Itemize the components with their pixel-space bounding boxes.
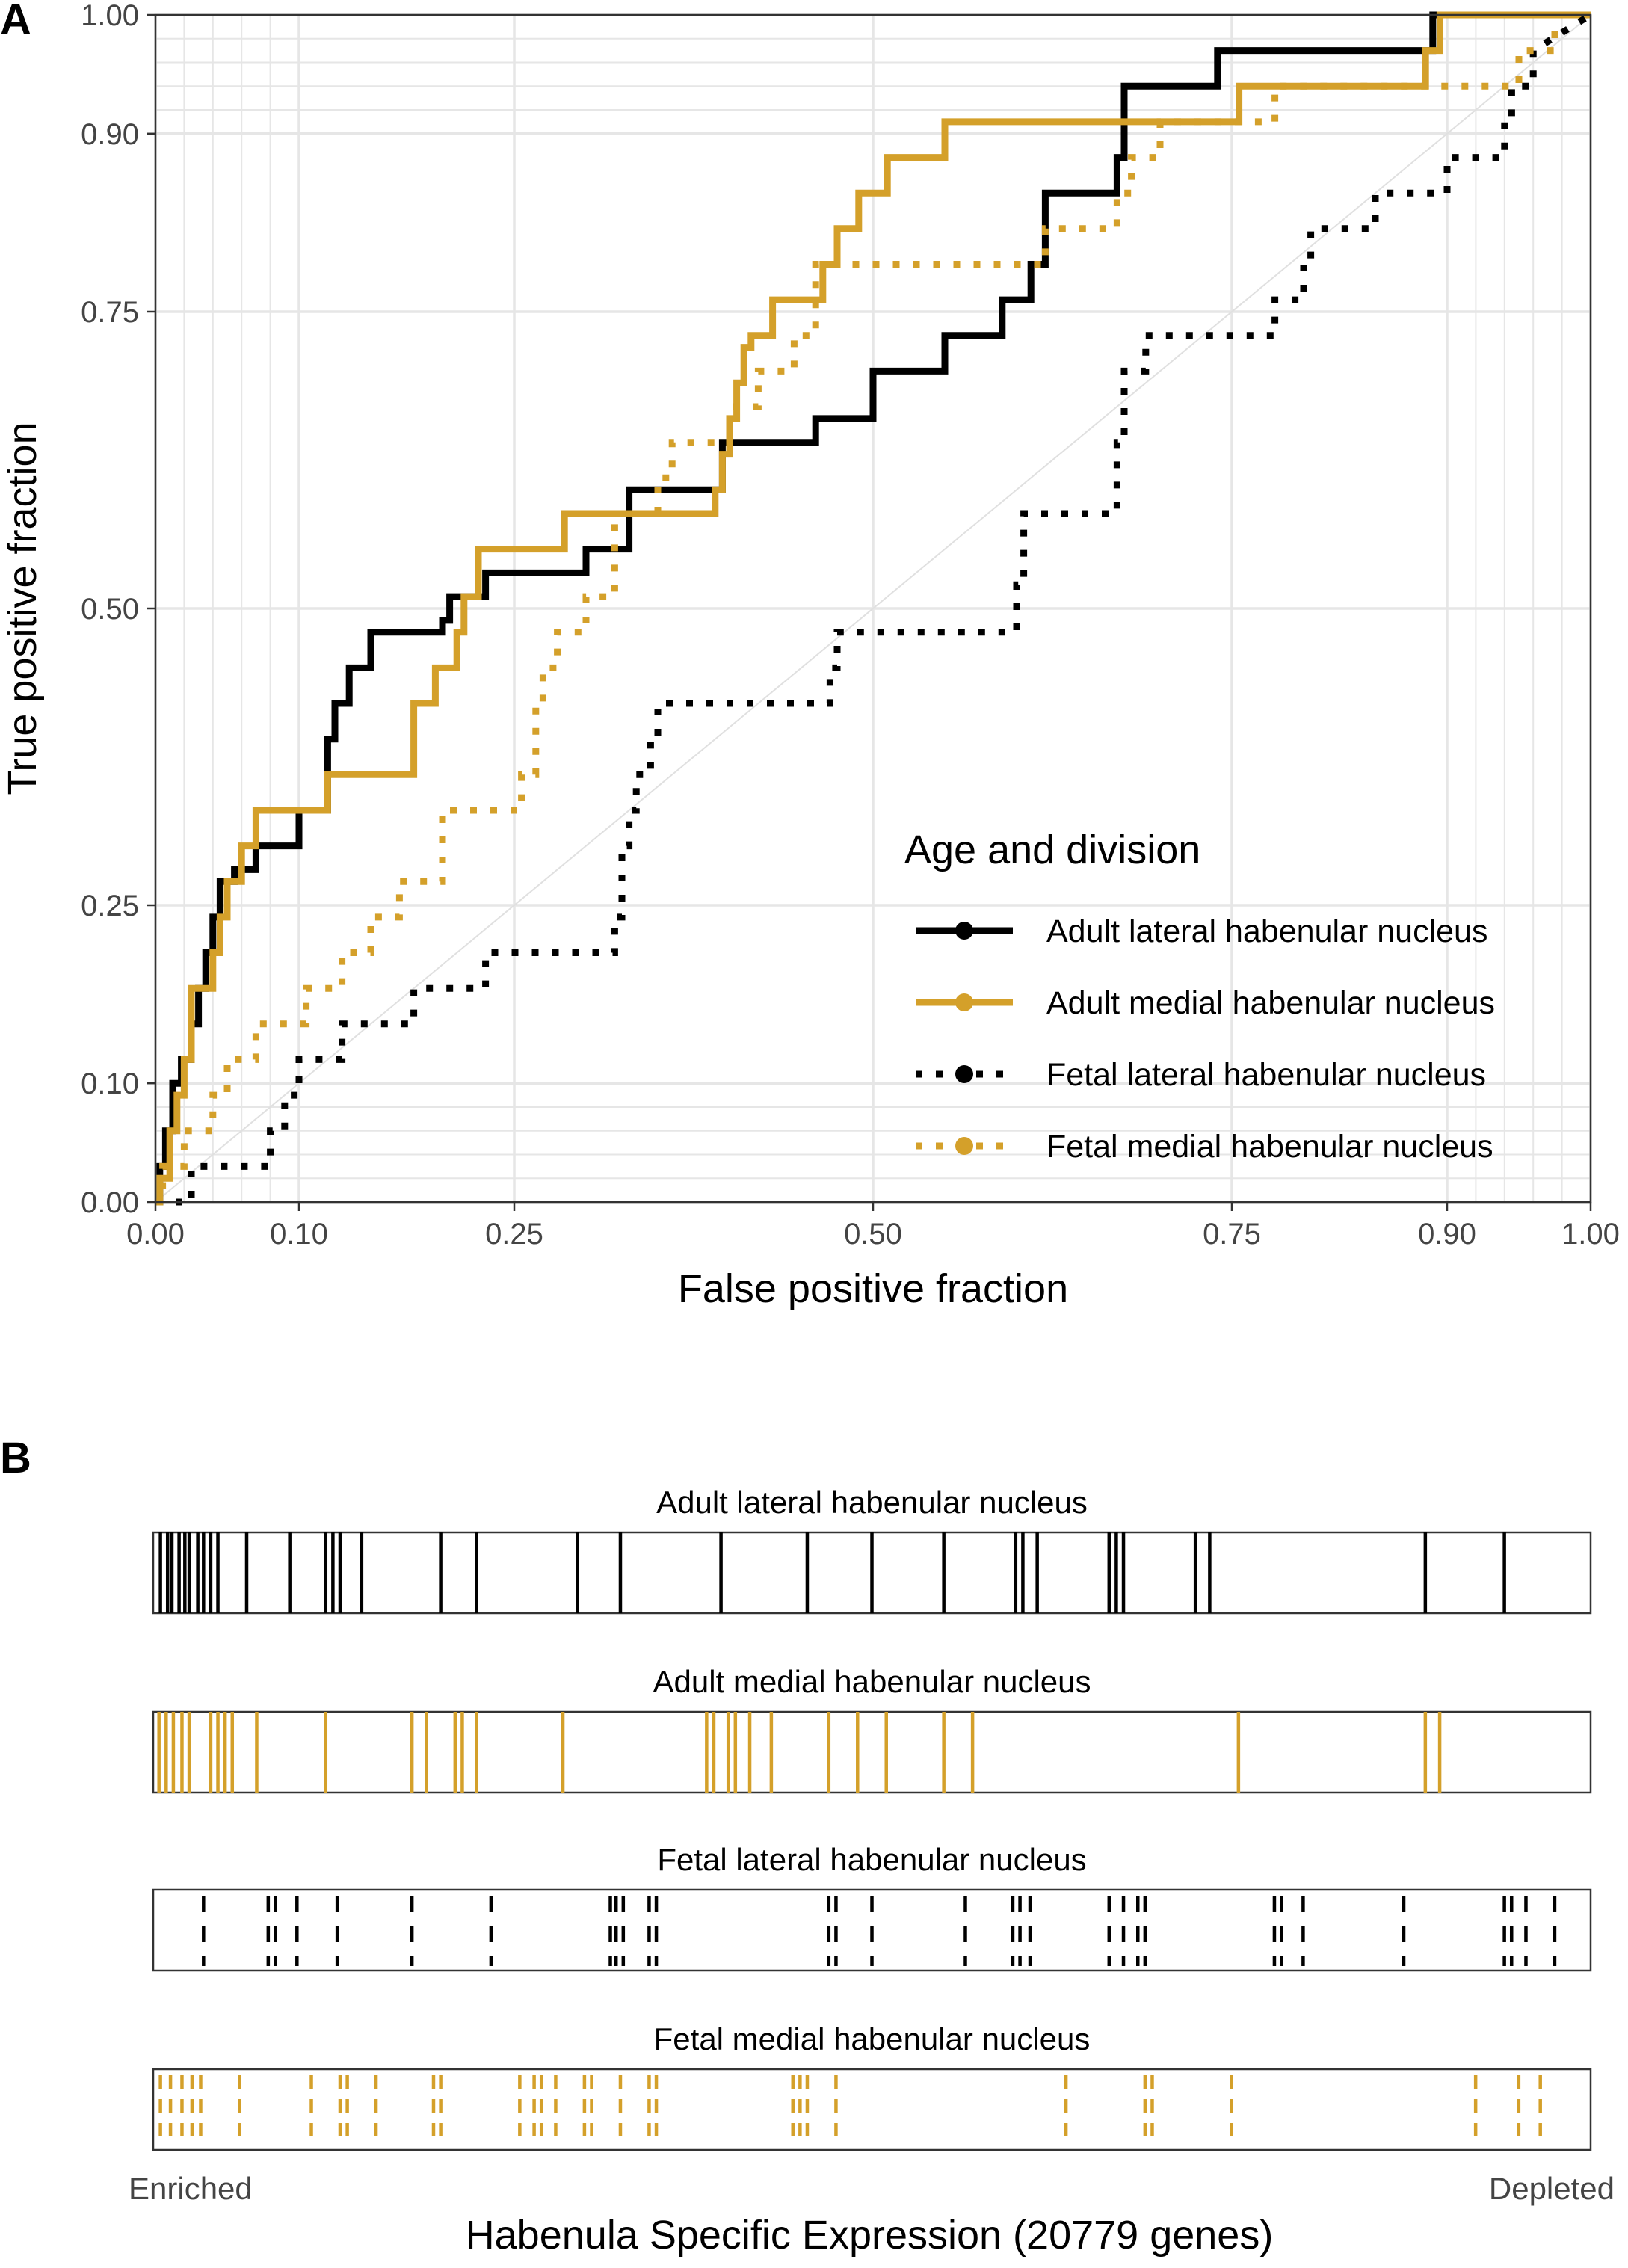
legend-label: Fetal medial habenular nucleus xyxy=(1046,1129,1493,1165)
legend-items: Adult lateral habenular nucleus Adult med… xyxy=(916,913,1495,1165)
barcode-strip: Fetal lateral habenular nucleus xyxy=(152,1842,1592,1972)
legend-label: Adult lateral habenular nucleus xyxy=(1046,913,1487,949)
y-tick-label: 0.10 xyxy=(81,1067,139,1100)
barcode-strip-title: Fetal lateral habenular nucleus xyxy=(657,1842,1086,1877)
barcode-strip-title: Adult medial habenular nucleus xyxy=(653,1664,1091,1699)
legend-label: Fetal lateral habenular nucleus xyxy=(1046,1057,1486,1093)
y-tick-label: 0.25 xyxy=(81,890,139,922)
x-tick-label: 0.50 xyxy=(844,1218,902,1251)
roc-x-ticks: 0.00 0.10 0.25 0.50 0.75 0.90 1.00 xyxy=(126,1202,1620,1251)
barcode-strip-frame xyxy=(152,2068,1592,2151)
panel-a-letter: A xyxy=(0,0,31,44)
y-tick-label: 0.75 xyxy=(81,296,139,329)
legend-key-point xyxy=(955,1065,973,1083)
barcode-strips: Adult lateral habenular nucleus Adult med… xyxy=(152,1485,1592,2151)
depleted-label: Depleted xyxy=(1489,2171,1615,2206)
roc-curves xyxy=(155,11,1593,1206)
roc-legend: Age and division Adult lateral habenular… xyxy=(904,828,1495,1165)
barcode-strip: Fetal medial habenular nucleus xyxy=(152,2021,1592,2151)
x-tick-label: 0.90 xyxy=(1418,1218,1476,1251)
y-tick-label: 0.50 xyxy=(81,593,139,626)
legend-title: Age and division xyxy=(904,828,1200,872)
barcode-strip-title: Adult lateral habenular nucleus xyxy=(656,1485,1088,1520)
legend-item: Adult medial habenular nucleus xyxy=(916,985,1495,1021)
roc-series-fetal-lateral-habenular-nucleus xyxy=(155,12,1593,1206)
y-tick-label: 0.00 xyxy=(81,1186,139,1219)
legend-key-point xyxy=(955,1137,973,1155)
barcode-x-axis-title: Habenula Specific Expression (20779 gene… xyxy=(466,2213,1274,2258)
legend-key-point xyxy=(955,922,973,940)
roc-diagonal-reference xyxy=(155,14,1591,1203)
barcode-strip-title: Fetal medial habenular nucleus xyxy=(654,2021,1091,2056)
x-tick-label: 0.25 xyxy=(485,1218,543,1251)
roc-y-ticks: 0.00 0.10 0.25 0.50 0.75 0.90 1.00 xyxy=(81,0,155,1219)
barcode-strip-frame xyxy=(152,1888,1592,1972)
legend-key-point xyxy=(955,993,973,1011)
roc-x-axis-title: False positive fraction xyxy=(678,1266,1068,1311)
enriched-label: Enriched xyxy=(129,2171,253,2206)
legend-label: Adult medial habenular nucleus xyxy=(1046,985,1495,1021)
legend-item: Fetal lateral habenular nucleus xyxy=(916,1057,1486,1093)
barcode-strip: Adult lateral habenular nucleus xyxy=(152,1485,1592,1615)
roc-series-adult-medial-habenular-nucleus xyxy=(155,11,1591,1206)
x-tick-label: 0.75 xyxy=(1203,1218,1261,1251)
legend-item: Fetal medial habenular nucleus xyxy=(916,1129,1493,1165)
legend-item: Adult lateral habenular nucleus xyxy=(916,913,1487,949)
roc-series-adult-lateral-habenular-nucleus xyxy=(155,11,1591,1206)
y-tick-label: 0.90 xyxy=(81,118,139,151)
y-tick-label: 1.00 xyxy=(81,0,139,32)
barcode-strip: Adult medial habenular nucleus xyxy=(152,1664,1592,1794)
x-tick-label: 0.10 xyxy=(270,1218,328,1251)
roc-y-axis-title: True positive fraction xyxy=(0,422,45,795)
x-tick-label: 0.00 xyxy=(126,1218,185,1251)
panel-b-letter: B xyxy=(0,1434,31,1482)
barcode-strip-frame xyxy=(152,1710,1592,1794)
x-tick-label: 1.00 xyxy=(1561,1218,1620,1251)
